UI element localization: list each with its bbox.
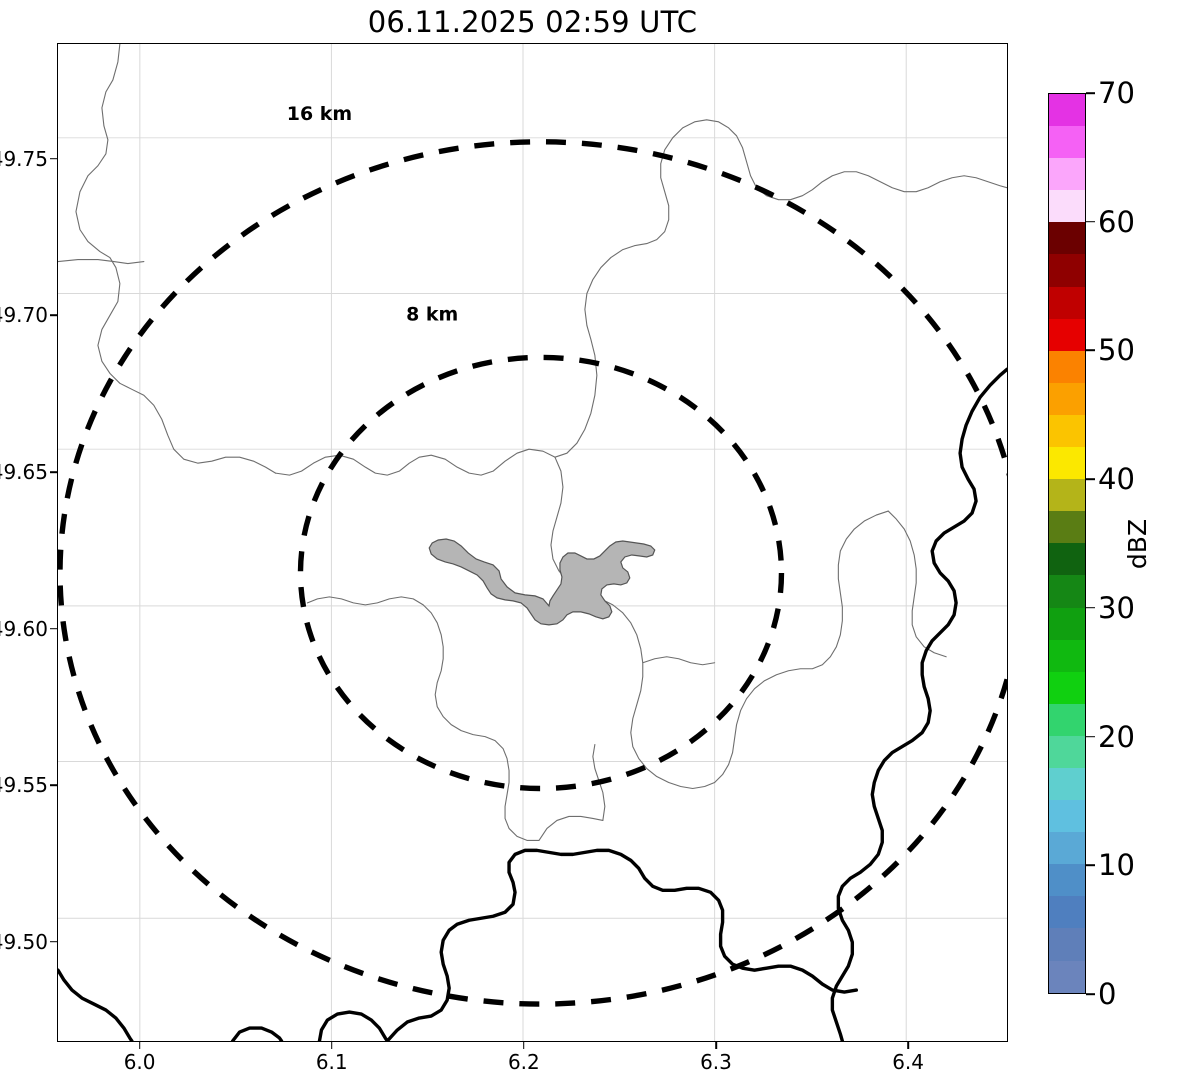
map-svg: 8 km 16 km xyxy=(58,44,1007,1041)
colorbar-band xyxy=(1049,511,1085,544)
colorbar-band xyxy=(1049,479,1085,512)
x-axis-tick-label: 6.2 xyxy=(507,1050,540,1074)
x-axis-tick-mark xyxy=(330,1042,333,1049)
colorbar-band xyxy=(1049,382,1085,415)
colorbar-band xyxy=(1049,864,1085,897)
colorbar-tick-label: 70 xyxy=(1098,76,1135,110)
admin-boundaries xyxy=(58,44,1007,841)
page-title: 06.11.2025 02:59 UTC xyxy=(367,5,698,39)
x-axis-tick-mark xyxy=(523,1042,525,1049)
colorbar-tick-mark xyxy=(1086,478,1095,480)
colorbar-tick-label: 60 xyxy=(1098,204,1135,239)
colorbar-band xyxy=(1049,158,1085,191)
x-axis-tick-label: 6.4 xyxy=(892,1050,924,1074)
colorbar-band xyxy=(1049,735,1085,768)
x-axis-tick-label: 6.0 xyxy=(123,1050,156,1074)
range-ring-label-16km: 16 km xyxy=(287,103,352,125)
colorbar-band xyxy=(1049,671,1085,704)
x-axis-tick-mark xyxy=(715,1042,717,1049)
range-ring-label-8km: 8 km xyxy=(406,303,458,325)
x-axis-tick-mark xyxy=(907,1042,909,1049)
colorbar-band xyxy=(1049,94,1085,127)
y-axis-tick-label: 49.70 xyxy=(0,303,48,328)
y-axis-tick-label: 49.65 xyxy=(0,460,48,485)
colorbar-band xyxy=(1049,703,1085,736)
colorbar-tick-mark xyxy=(1086,864,1095,867)
colorbar-band xyxy=(1049,767,1085,801)
colorbar-tick-label: 40 xyxy=(1098,462,1135,497)
y-axis-tick-label: 49.55 xyxy=(0,773,48,798)
y-axis-tick-mark xyxy=(50,784,57,786)
colorbar-band xyxy=(1049,575,1085,608)
colorbar-band xyxy=(1049,832,1085,865)
x-axis-tick-label: 6.1 xyxy=(315,1050,348,1074)
colorbar-tick-label: 0 xyxy=(1098,977,1117,1011)
x-axis-tick-mark xyxy=(138,1042,141,1049)
colorbar-band xyxy=(1049,607,1085,640)
range-ring-16km xyxy=(58,139,1007,1007)
y-axis-tick-label: 49.60 xyxy=(0,616,48,641)
colorbar-band xyxy=(1049,896,1085,929)
colorbar-band xyxy=(1049,928,1085,961)
y-axis-tick-label: 49.50 xyxy=(0,929,48,954)
colorbar-tick-label: 20 xyxy=(1098,719,1135,754)
colorbar-tick-mark xyxy=(1086,92,1095,94)
y-axis-tick-mark xyxy=(50,471,57,473)
y-axis-tick-mark xyxy=(50,158,57,160)
colorbar-band xyxy=(1049,639,1085,672)
colorbar-band xyxy=(1049,126,1085,159)
range-ring-labels: 8 km 16 km xyxy=(287,103,458,326)
colorbar-band xyxy=(1049,800,1085,833)
map-plot-area[interactable]: 8 km 16 km xyxy=(57,43,1008,1042)
x-axis-tick-label: 6.3 xyxy=(700,1050,732,1074)
colorbar-tick-mark xyxy=(1086,349,1095,352)
colorbar[interactable] xyxy=(1048,93,1086,994)
colorbar-tick-mark xyxy=(1086,220,1095,223)
colorbar-band xyxy=(1049,960,1085,993)
colorbar-band xyxy=(1049,286,1085,319)
colorbar-tick-mark xyxy=(1086,993,1095,995)
colorbar-band xyxy=(1049,254,1085,287)
colorbar-tick-mark xyxy=(1086,735,1095,738)
colorbar-band xyxy=(1049,222,1085,255)
colorbar-band xyxy=(1049,350,1085,383)
y-axis-tick-label: 49.75 xyxy=(0,146,48,171)
colorbar-band xyxy=(1049,447,1085,480)
colorbar-tick-label: 10 xyxy=(1098,848,1135,883)
city-polygon xyxy=(428,538,656,626)
range-ring-8km xyxy=(297,354,785,792)
colorbar-axis-label: dBZ xyxy=(1123,518,1152,570)
colorbar-band xyxy=(1049,414,1085,448)
colorbar-tick-label: 30 xyxy=(1098,590,1135,625)
y-axis-tick-mark xyxy=(50,940,57,943)
colorbar-band xyxy=(1049,318,1085,351)
y-axis-tick-mark xyxy=(50,627,57,630)
colorbar-tick-mark xyxy=(1086,607,1095,609)
colorbar-band xyxy=(1049,543,1085,576)
y-axis-tick-mark xyxy=(50,314,57,317)
national-border xyxy=(58,367,1007,1041)
colorbar-band xyxy=(1049,190,1085,223)
range-rings xyxy=(58,139,1007,1007)
colorbar-tick-label: 50 xyxy=(1098,333,1135,368)
